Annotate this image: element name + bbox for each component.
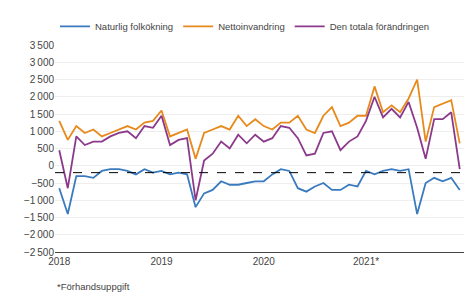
svg-text:500: 500 [37,143,54,154]
svg-text:3 000: 3 000 [30,57,55,68]
svg-text:3 500: 3 500 [30,40,55,51]
svg-text:−1 000: −1 000 [24,195,55,206]
svg-text:*Förhandsuppgift: *Förhandsuppgift [57,281,130,292]
svg-text:0: 0 [48,160,54,171]
svg-text:1 000: 1 000 [30,126,55,137]
svg-text:−500: −500 [31,178,54,189]
svg-text:−1 500: −1 500 [24,212,55,223]
svg-text:2019: 2019 [150,256,173,267]
svg-text:−2 000: −2 000 [24,229,55,240]
svg-text:−2 500: −2 500 [24,247,55,258]
svg-text:Den totala förändringen: Den totala förändringen [330,21,429,32]
svg-text:2 000: 2 000 [30,91,55,102]
svg-text:2 500: 2 500 [30,74,55,85]
svg-text:2021*: 2021* [353,256,379,267]
svg-text:Nettoinvandring: Nettoinvandring [218,21,285,32]
svg-text:2020: 2020 [253,256,276,267]
svg-text:1 500: 1 500 [30,109,55,120]
svg-text:2018: 2018 [48,256,71,267]
svg-text:Naturlig folkökning: Naturlig folkökning [95,21,173,32]
